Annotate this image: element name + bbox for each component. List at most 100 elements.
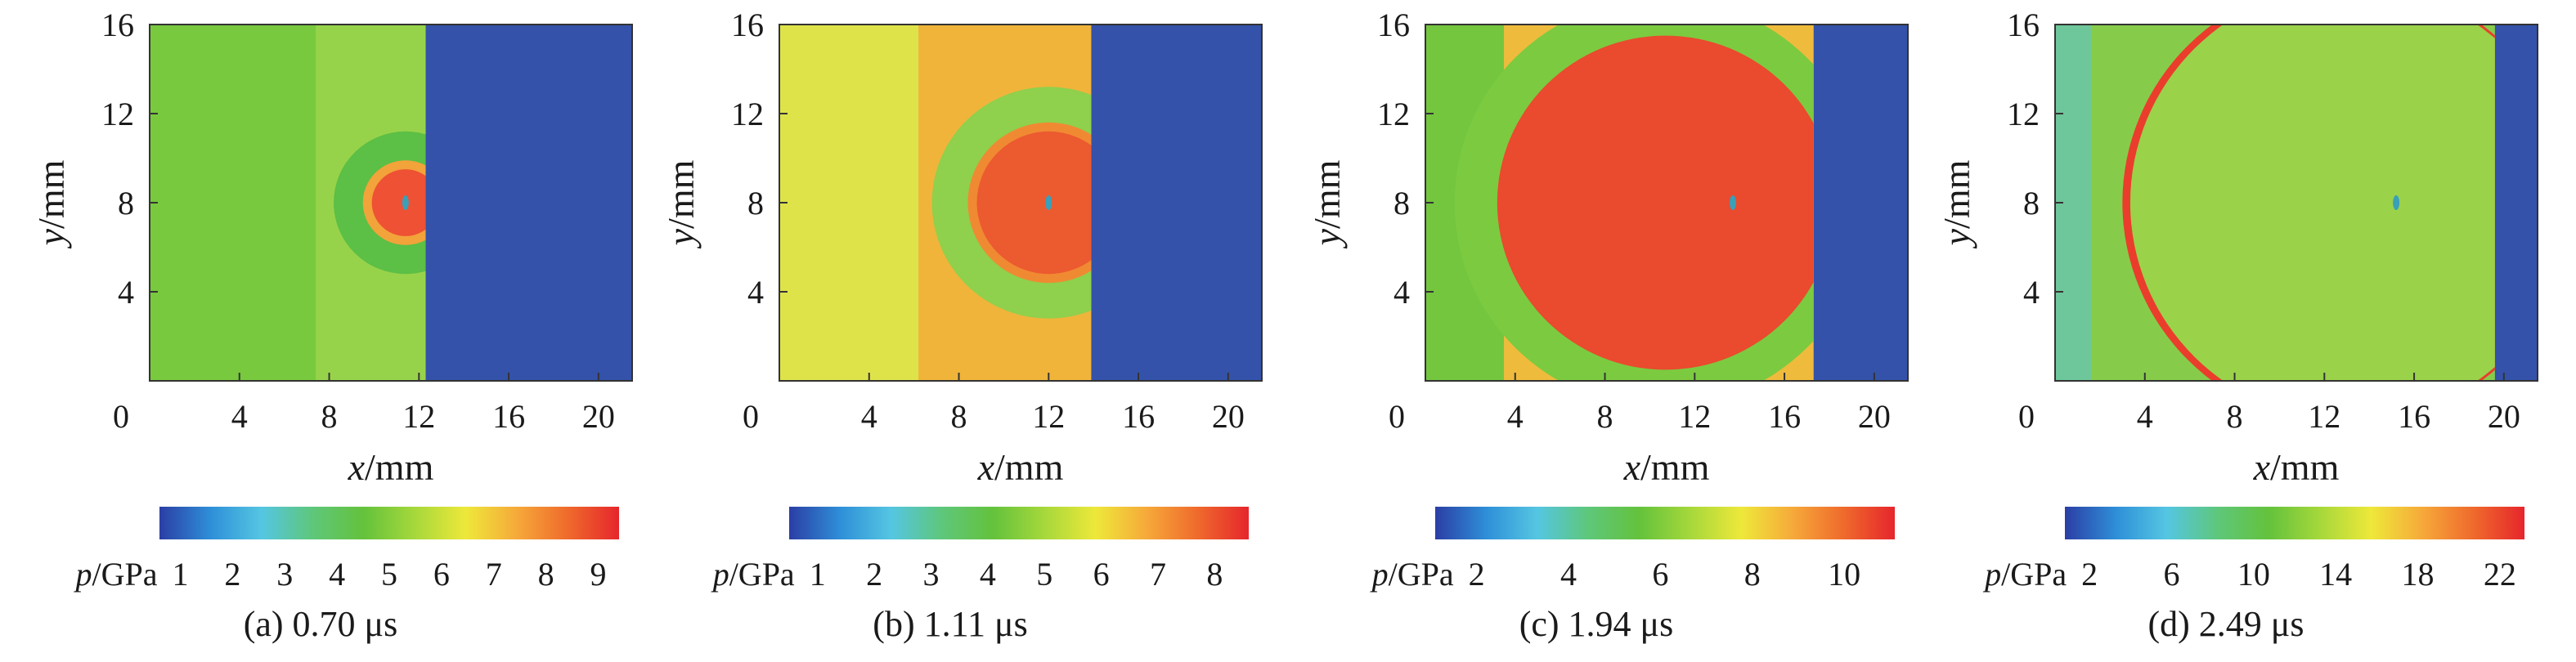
colorbar-tick-label: 10 (2237, 556, 2270, 593)
x-tick-label: 20 (1858, 398, 1891, 435)
colorbar-tick-label: 5 (1036, 556, 1052, 593)
colorbar-tick-label: 14 (2319, 556, 2352, 593)
field-band (2494, 25, 2538, 381)
x-tick-label: 4 (231, 398, 248, 435)
colorbar-tick-label: 3 (276, 556, 293, 593)
x-tick-label: 16 (492, 398, 525, 435)
panel-caption: (d) 2.49 μs (2147, 604, 2304, 644)
y-tick-label: 4 (747, 274, 764, 311)
field-band (1813, 25, 1908, 381)
y-axis-label: y/mm (660, 159, 702, 248)
colorbar-tick-label: 4 (980, 556, 996, 593)
colorbar-title: p/GPa (1370, 556, 1454, 593)
panel-caption: (c) 1.94 μs (1519, 604, 1674, 644)
colorbar-tick-label: 6 (433, 556, 450, 593)
x-tick-label: 8 (2227, 398, 2243, 435)
x-axis-label: x/mm (2253, 446, 2340, 488)
x-tick-label: 0 (2018, 398, 2035, 435)
x-tick-label: 0 (113, 398, 129, 435)
panel-a: 0 4 8 12 16 20 4 8 12 16 x/mm y/mm 1 2 3 4 5 6 7 8 9 p/GPa (a… (0, 0, 633, 662)
colorbar-tick-label: 6 (1093, 556, 1110, 593)
panel-d: 0 4 8 12 16 20 4 8 12 16 x/mm y/mm 2 6 10 14 18 22 p/GPa (… (1905, 0, 2538, 662)
colorbar (789, 507, 1249, 539)
colorbar-tick-label: 6 (2163, 556, 2179, 593)
x-axis-label: x/mm (348, 446, 434, 488)
x-tick-label: 4 (2137, 398, 2153, 435)
x-tick-label: 16 (1122, 398, 1155, 435)
colorbar-tick-label: 2 (1469, 556, 1485, 593)
colorbar-tick-label: 7 (1150, 556, 1166, 593)
pressure-front (976, 131, 1092, 275)
panel-caption: (b) 1.11 μs (873, 604, 1028, 644)
colorbar-tick-label: 6 (1652, 556, 1668, 593)
panel-b: 0 4 8 12 16 20 4 8 12 16 x/mm y/mm 1 2 3 4 5 6 7 8 p/GPa (b)… (630, 0, 1263, 662)
x-tick-label: 8 (951, 398, 967, 435)
colorbar-tick-label: 2 (866, 556, 882, 593)
pressure-field (150, 25, 632, 381)
probe-marker (402, 195, 409, 210)
field-band (425, 25, 632, 381)
y-tick-label: 4 (2023, 274, 2040, 311)
x-tick-label: 12 (1678, 398, 1711, 435)
y-tick-label: 12 (2007, 96, 2040, 132)
pressure-field (2055, 25, 2538, 381)
colorbar-tick-label: 2 (2081, 556, 2098, 593)
colorbar-title: p/GPa (74, 556, 158, 593)
x-tick-label: 12 (2308, 398, 2340, 435)
colorbar-tick-label: 10 (1828, 556, 1860, 593)
pressure-front (1497, 35, 1814, 370)
x-tick-label: 20 (2488, 398, 2520, 435)
field-band (1091, 25, 1262, 381)
colorbar-tick-label: 5 (381, 556, 397, 593)
colorbar-title: p/GPa (711, 556, 795, 593)
x-tick-label: 16 (2398, 398, 2430, 435)
probe-marker (1729, 195, 1736, 210)
y-axis-label: y/mm (30, 159, 72, 248)
panel-caption: (a) 0.70 μs (243, 604, 398, 644)
x-tick-label: 16 (1768, 398, 1801, 435)
colorbar-tick-label: 1 (173, 556, 189, 593)
y-tick-label: 12 (731, 96, 764, 132)
y-axis-label: y/mm (1936, 159, 1977, 248)
colorbar-tick-label: 18 (2402, 556, 2435, 593)
field-band (779, 25, 919, 381)
colorbar-tick-label: 4 (329, 556, 345, 593)
field-band (150, 25, 316, 381)
y-tick-label: 16 (101, 7, 134, 43)
colorbar-tick-label: 3 (922, 556, 939, 593)
heatmap-chart: 0 4 8 12 16 20 4 8 12 16 x/mm y/mm 2 6 10 14 18 22 p/GPa (1936, 7, 2538, 593)
x-tick-label: 8 (321, 398, 338, 435)
colorbar-tick-label: 8 (538, 556, 554, 593)
y-tick-label: 8 (1393, 185, 1410, 221)
heatmap-chart: 0 4 8 12 16 20 4 8 12 16 x/mm y/mm 2 4 6 8 10 p/GPa (1306, 7, 1909, 593)
pressure-front (2130, 25, 2495, 381)
colorbar-tick-label: 1 (810, 556, 826, 593)
colorbar-tick-label: 8 (1206, 556, 1223, 593)
y-tick-label: 8 (118, 185, 134, 221)
x-tick-label: 20 (1212, 398, 1245, 435)
probe-marker (2393, 195, 2400, 210)
colorbar-tick-label: 9 (590, 556, 606, 593)
y-tick-label: 12 (1377, 96, 1410, 132)
colorbar-tick-label: 8 (1744, 556, 1761, 593)
x-tick-label: 4 (861, 398, 877, 435)
y-tick-label: 16 (1377, 7, 1410, 43)
y-tick-label: 16 (2007, 7, 2040, 43)
colorbar-tick-label: 4 (1560, 556, 1577, 593)
x-tick-label: 12 (1032, 398, 1065, 435)
colorbar-title: p/GPa (1982, 556, 2067, 593)
colorbar-tick-label: 22 (2484, 556, 2516, 593)
probe-marker (1045, 195, 1052, 210)
x-tick-label: 0 (1389, 398, 1405, 435)
colorbar-tick-label: 7 (486, 556, 502, 593)
y-tick-label: 16 (731, 7, 764, 43)
colorbar (159, 507, 619, 539)
colorbar (2065, 507, 2524, 539)
pressure-front (371, 169, 426, 236)
y-axis-label: y/mm (1306, 159, 1348, 248)
x-tick-label: 12 (402, 398, 435, 435)
y-tick-label: 12 (101, 96, 134, 132)
y-tick-label: 4 (1393, 274, 1410, 311)
